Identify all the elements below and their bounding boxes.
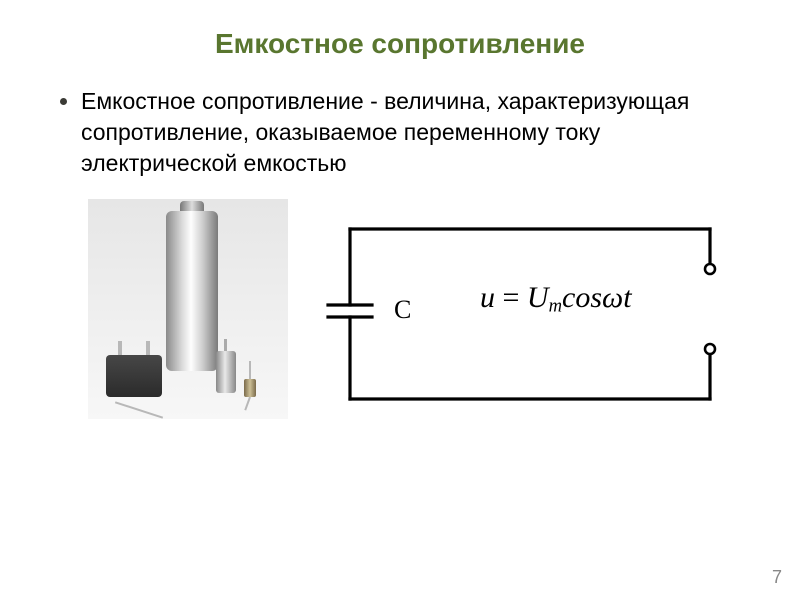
slide-title: Емкостное сопротивление [40, 28, 760, 60]
block-capacitor [106, 355, 162, 397]
content-row: C u = Umcosωt [40, 199, 760, 429]
bullet-dot-icon [60, 98, 67, 105]
eqn-u: u [480, 281, 495, 314]
circuit-diagram: C u = Umcosωt [320, 199, 760, 429]
loose-lead-wire [115, 401, 163, 418]
capacitor-label: C [394, 295, 411, 325]
slide: Емкостное сопротивление Емкостное сопрот… [0, 0, 800, 600]
small-cylindrical-capacitor [216, 351, 236, 393]
eqn-eq: = [495, 281, 527, 314]
large-capacitor-body [166, 211, 218, 371]
eqn-sub: m [549, 296, 562, 317]
tiny-capacitor [244, 379, 256, 397]
bullet-item: Емкостное сопротивление - величина, хара… [40, 86, 760, 179]
eqn-t: t [623, 281, 631, 314]
capacitors-photo [88, 199, 288, 419]
eqn-Um: U [527, 281, 549, 314]
page-number: 7 [772, 567, 782, 588]
eqn-omega: ω [602, 281, 623, 314]
voltage-equation: u = Umcosωt [480, 281, 632, 318]
bullet-text: Емкостное сопротивление - величина, хара… [81, 86, 741, 179]
eqn-cos: cos [562, 281, 602, 314]
